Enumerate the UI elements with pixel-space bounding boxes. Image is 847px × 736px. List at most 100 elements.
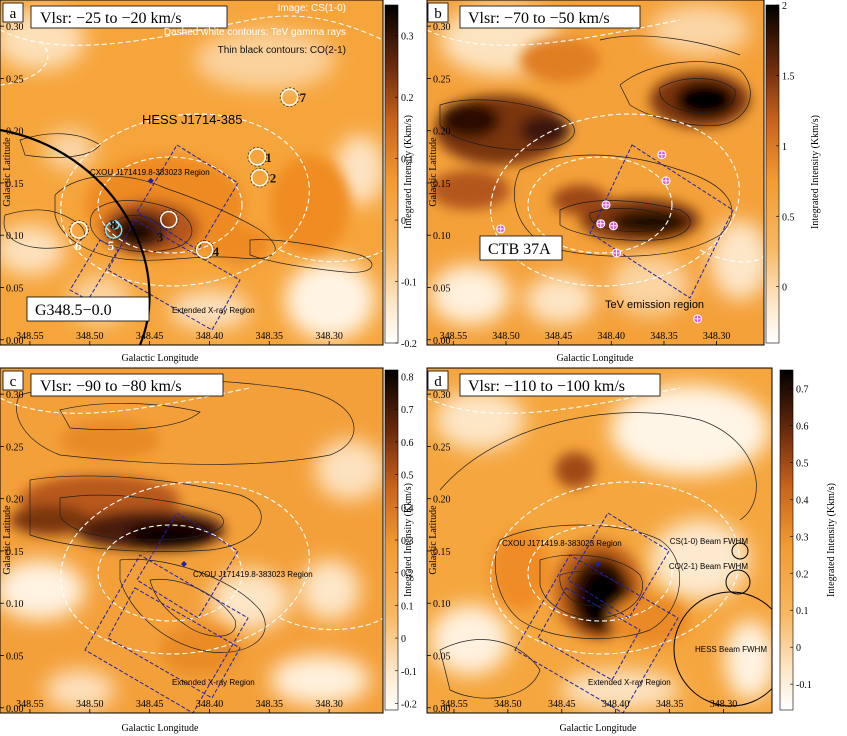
panel-c-frame [0, 367, 384, 714]
source-label-1: 1 [265, 150, 272, 165]
panel-d-ylabel: Galactic Latitude [428, 505, 439, 575]
colorbar-tick-label: 0.3 [401, 536, 414, 547]
panel-d-xlabel: Galactic Longitude [560, 723, 637, 734]
panel-a: 1 2 3 4 5 6 7 8 a Vlsr: −25 to −20 km/s Image: … [0, 0, 417, 364]
y-tick-label: 0.10 [433, 231, 451, 242]
source-label-5: 5 [108, 238, 115, 253]
cxou-region-label-a: CXOU J171419.8-383023 Region [90, 168, 210, 177]
x-tick-label: 348.35 [256, 331, 284, 342]
panel-c: c Vlsr: −90 to −80 km/s CXOU J171419.8-3… [0, 367, 417, 734]
source-circle-1 [248, 148, 267, 166]
y-tick-label: 0.30 [6, 22, 24, 33]
x-tick-label: 348.45 [545, 331, 573, 342]
colorbar-tick-label: 0.2 [401, 93, 414, 104]
panel-c-xlabel: Galactic Longitude [122, 723, 199, 734]
x-tick-label: 348.50 [492, 331, 520, 342]
panel-b-colorbar-label: Integrated Intensity (Kkm/s) [810, 115, 821, 229]
y-tick-label: 0.10 [6, 599, 24, 610]
y-tick-label: 0.05 [6, 652, 24, 663]
panel-a-letter: a [10, 6, 17, 22]
y-tick-label: 0.00 [6, 336, 24, 347]
panel-b-ylabel: Galactic Latitude [428, 137, 439, 207]
legend-tev-line: Dashed white contours: TeV gamma rays [164, 27, 346, 38]
source-circle-3 [160, 210, 178, 229]
y-tick-label: 0.25 [433, 442, 451, 453]
panel-c-axes: 348.55 348.50 348.45 348.40 348.35 348.30 0.00… [0, 390, 343, 715]
colorbar-tick-label: 0.6 [796, 421, 809, 432]
panel-c-ylabel: Galactic Latitude [2, 505, 13, 575]
legend-image-line: Image: CS(1-0) [278, 3, 346, 14]
panel-b-title: Vlsr: −70 to −50 km/s [468, 10, 610, 27]
colorbar-tick-label: -0.2 [401, 339, 417, 350]
x-tick-label: 348.50 [76, 699, 104, 710]
panel-b-colorbar [765, 4, 780, 344]
panel-a-xlabel: Galactic Longitude [122, 353, 199, 364]
panel-d-frame [426, 367, 773, 714]
colorbar-tick-label: 0.1 [401, 601, 414, 612]
source-ring-2 [249, 167, 270, 188]
x-tick-label: 348.55 [16, 699, 44, 710]
source-label-7: 7 [300, 90, 307, 105]
x-tick-label: 348.45 [136, 331, 164, 342]
y-tick-label: 0.10 [6, 231, 24, 242]
colorbar-tick-label: 1 [782, 142, 787, 153]
colorbar-tick-label: 0.4 [401, 503, 414, 514]
source-ring-4 [194, 240, 215, 260]
panel-a-colorbar [384, 4, 399, 344]
y-tick-label: 0.25 [433, 74, 451, 85]
snr-label: G348.5−0.0 [35, 302, 112, 319]
y-tick-label: 0.25 [6, 442, 24, 453]
colorbar-tick-label: 0.7 [401, 405, 414, 416]
x-tick-label: 348.30 [703, 331, 731, 342]
source-label-3: 3 [157, 230, 164, 245]
x-tick-label: 348.40 [196, 331, 224, 342]
panel-b-axes: 348.55 348.50 348.45 348.40 348.35 348.30 0.00… [427, 22, 730, 347]
panel-a-axes: 348.55 348.50 348.45 348.40 348.35 348.30 0.00… [0, 22, 343, 347]
colorbar-tick-label: 0.3 [401, 32, 414, 43]
y-tick-label: 0.00 [433, 336, 451, 347]
y-tick-label: 0.15 [433, 547, 451, 558]
panel-a-ylabel: Galactic Latitude [2, 137, 13, 207]
source-circle-6 [70, 221, 88, 239]
panel-d-title: Vlsr: −110 to −100 km/s [468, 378, 625, 395]
colorbar-tick-label: 2 [782, 1, 787, 12]
y-tick-label: 0.20 [6, 127, 24, 138]
source-circle-2 [251, 169, 269, 187]
colorbar-tick-label: 0 [782, 283, 787, 294]
source-circle-7 [280, 88, 299, 106]
source-label-8: 8 [110, 217, 117, 232]
panel-a-colorbar-label: Integrated Intensity (Kkm/s) [403, 115, 414, 229]
y-tick-label: 0.15 [433, 179, 451, 190]
panel-a-heatmap: 1 2 3 4 5 6 7 8 [0, 0, 383, 345]
colorbar-tick-label: 0.8 [401, 373, 414, 384]
source-markers: 1 2 3 4 5 6 7 8 [69, 87, 307, 260]
x-tick-label: 348.55 [440, 331, 468, 342]
panel-d-heatmap [427, 368, 772, 713]
panel-d-colorbar-label: Integrated Intensity (Kkm/s) [826, 483, 837, 597]
y-tick-label: 0.20 [433, 127, 451, 138]
legend-co-line: Thin black contours: CO(2-1) [218, 45, 346, 56]
colorbar-tick-label: 0.7 [796, 384, 809, 395]
x-tick-label: 348.35 [650, 331, 678, 342]
panel-c-heatmap [0, 368, 383, 713]
x-tick-label: 348.30 [315, 331, 343, 342]
colorbar-tick-label: 0.2 [796, 569, 809, 580]
source-circle-4 [195, 241, 214, 259]
colorbar-tick-label: 0.3 [796, 532, 809, 543]
colorbar-tick-label: 1.5 [782, 71, 795, 82]
xray-region-label-a: Extended X-ray Region [172, 306, 255, 315]
maser-markers [496, 150, 703, 324]
x-tick-label: 348.40 [196, 699, 224, 710]
y-tick-label: 0.15 [6, 179, 24, 190]
source-ring-6 [69, 220, 89, 240]
y-tick-label: 0.05 [6, 284, 24, 295]
colorbar-tick-label: -0.1 [401, 667, 417, 678]
colorbar-tick-label: 0.2 [401, 569, 414, 580]
panel-b-xlabel: Galactic Longitude [557, 353, 634, 364]
y-tick-label: 0.05 [433, 284, 451, 295]
source-ring-3 [158, 209, 179, 230]
panel-b-frame [426, 0, 765, 346]
x-tick-label: 348.50 [494, 699, 522, 710]
panel-d: d Vlsr: −110 to −100 km/s CXOU J171419.8… [426, 367, 837, 734]
